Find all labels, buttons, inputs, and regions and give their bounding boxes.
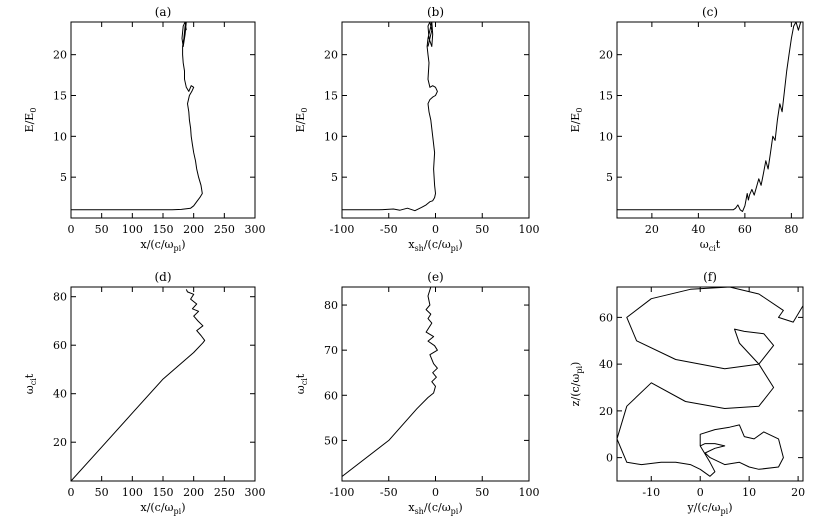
y-tick-label: 20 (53, 49, 67, 62)
x-axis-label: xsh/(c/ωpi) (408, 501, 462, 516)
series-line (71, 289, 206, 481)
x-tick-label: 100 (122, 486, 143, 499)
x-tick-label: 300 (245, 223, 266, 236)
panel-title: (e) (427, 270, 443, 284)
series-line (617, 287, 803, 477)
panel-d: (d) 0 50 100 150 200 250 300 20 40 60 80 x/(c/ωpi) ωc… (23, 270, 266, 516)
plot-frame (616, 21, 804, 219)
x-tick-label: -10 (642, 486, 660, 499)
y-tick-label: 10 (53, 130, 67, 143)
series-line (71, 22, 203, 211)
x-tick-label: 100 (519, 486, 540, 499)
y-tick-label: 40 (599, 358, 613, 371)
y-tick-label: 60 (324, 389, 338, 402)
y-tick-label: 15 (324, 90, 338, 103)
y-tick-label: 80 (53, 291, 67, 304)
y-axis-label: ωcit (23, 373, 38, 394)
x-tick-label: 300 (245, 486, 266, 499)
x-tick-label: 10 (742, 486, 756, 499)
panel-title: (a) (155, 5, 172, 19)
x-tick-label: 0 (68, 223, 75, 236)
x-tick-label: 0 (68, 486, 75, 499)
series-line (342, 22, 438, 212)
y-tick-label: 0 (606, 452, 613, 465)
plot-frame (341, 286, 530, 482)
x-tick-label: 50 (475, 486, 489, 499)
panel-a: (a) 0 50 100 150 200 250 300 5 10 15 20 x/(c/ωpi) E/E… (23, 5, 266, 253)
plot-frame (70, 286, 256, 482)
panel-title: (d) (154, 270, 171, 284)
y-tick-label: 70 (324, 344, 338, 357)
panel-c: (c) 20 40 60 80 5 10 15 20 ωcit E/E0 (569, 5, 804, 253)
x-tick-label: 100 (122, 223, 143, 236)
x-tick-label: 40 (691, 223, 705, 236)
y-tick-label: 50 (324, 434, 338, 447)
x-axis-label: ωcit (700, 238, 721, 253)
y-axis-label: E/E0 (23, 108, 38, 133)
panel-b: (b) -100 -50 0 50 100 5 10 15 20 xsh/(c/ωpi) E/E0 (294, 5, 540, 253)
y-tick-label: 20 (599, 405, 613, 418)
x-tick-label: 50 (95, 223, 109, 236)
y-tick-label: 5 (60, 171, 67, 184)
y-tick-label: 80 (324, 299, 338, 312)
x-tick-label: -50 (380, 486, 398, 499)
x-tick-label: 0 (697, 486, 704, 499)
x-tick-label: 60 (738, 223, 752, 236)
y-axis-label: E/E0 (294, 108, 309, 133)
y-axis-label: z/(c/ωpi) (569, 362, 584, 407)
y-axis-label: ωcit (294, 373, 309, 394)
x-tick-label: 20 (645, 223, 659, 236)
series-line (617, 22, 802, 212)
y-axis-label: E/E0 (569, 108, 584, 133)
panel-title: (f) (703, 270, 717, 284)
y-tick-label: 40 (53, 388, 67, 401)
panel-e: (e) -100 -50 0 50 100 50 60 70 80 xsh/(c/ωpi) ωcit (294, 270, 540, 516)
plot-frame (341, 21, 530, 219)
panel-title: (b) (427, 5, 444, 19)
x-axis-label: xsh/(c/ωpi) (408, 238, 462, 253)
y-tick-label: 10 (599, 130, 613, 143)
x-tick-label: -100 (330, 223, 355, 236)
y-tick-label: 60 (53, 339, 67, 352)
x-tick-label: 80 (784, 223, 798, 236)
y-tick-label: 5 (606, 171, 613, 184)
x-tick-label: -50 (380, 223, 398, 236)
x-axis-label: x/(c/ωpi) (140, 238, 185, 253)
x-tick-label: 200 (183, 486, 204, 499)
x-tick-label: 100 (519, 223, 540, 236)
x-tick-label: 50 (475, 223, 489, 236)
y-tick-label: 20 (324, 49, 338, 62)
y-tick-label: 20 (599, 49, 613, 62)
x-tick-label: 0 (432, 223, 439, 236)
y-tick-label: 20 (53, 436, 67, 449)
y-tick-label: 5 (331, 171, 338, 184)
panel-f: (f) -10 0 10 20 0 20 40 60 y/(c/ωpi) z/(c/ωpi) (569, 270, 805, 516)
plot-frame (70, 21, 256, 219)
x-tick-label: 150 (153, 486, 174, 499)
y-tick-label: 15 (599, 90, 613, 103)
x-tick-label: 250 (214, 486, 235, 499)
x-tick-label: 200 (183, 223, 204, 236)
x-tick-label: 250 (214, 223, 235, 236)
series-line (342, 287, 438, 477)
y-tick-label: 10 (324, 130, 338, 143)
y-tick-label: 15 (53, 90, 67, 103)
x-axis-label: x/(c/ωpi) (140, 501, 185, 516)
x-tick-label: 0 (432, 486, 439, 499)
y-tick-label: 60 (599, 311, 613, 324)
plot-frame (616, 286, 804, 482)
x-tick-label: -100 (330, 486, 355, 499)
x-axis-label: y/(c/ωpi) (686, 501, 732, 516)
x-tick-label: 20 (791, 486, 805, 499)
panel-title: (c) (702, 5, 718, 19)
x-tick-label: 150 (153, 223, 174, 236)
x-tick-label: 50 (95, 486, 109, 499)
